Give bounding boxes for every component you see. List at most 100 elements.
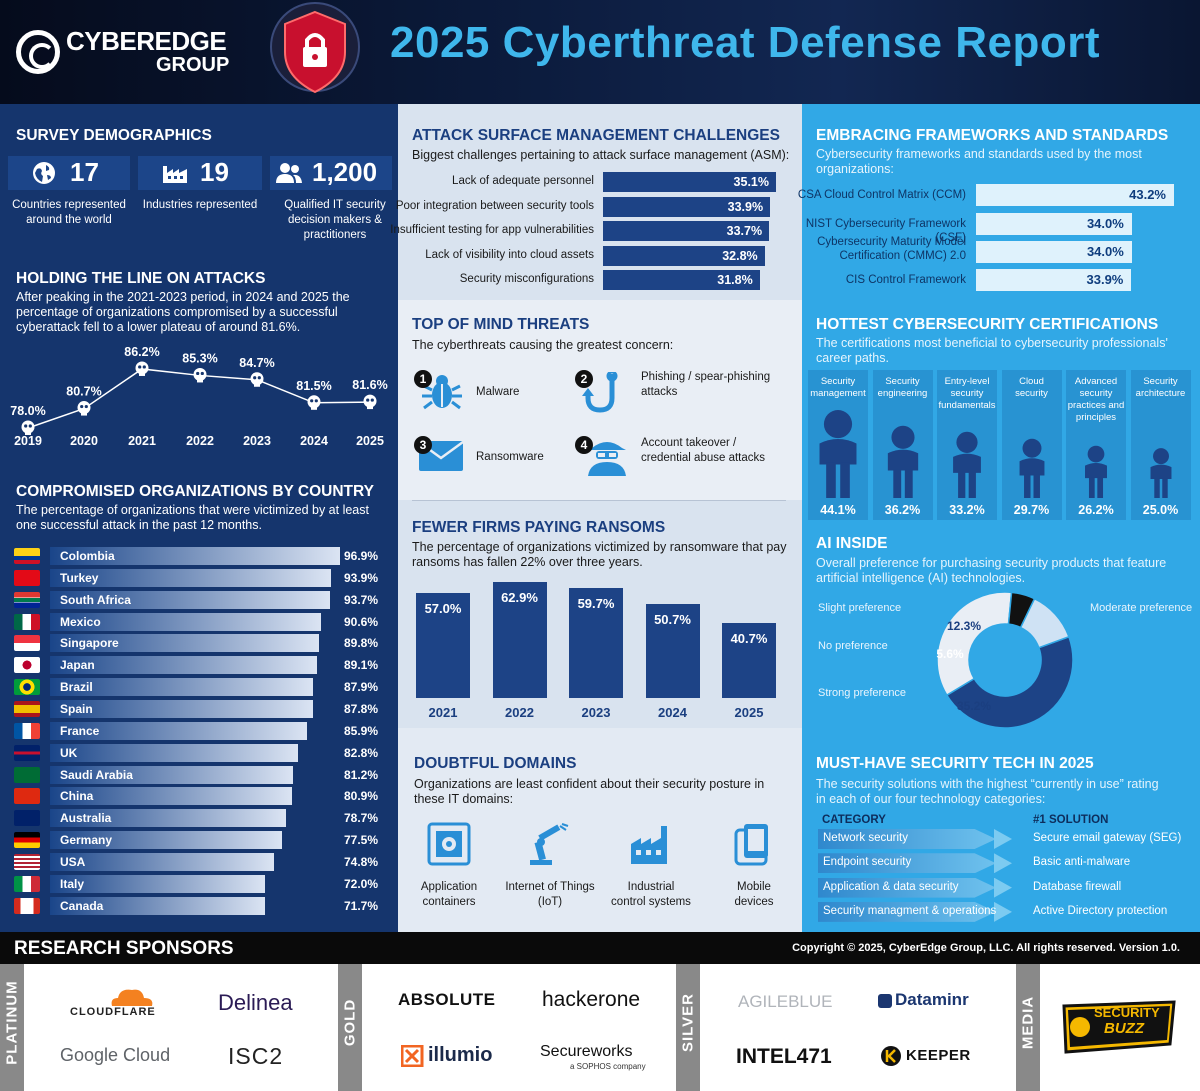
country-row: Australia 78.7%: [14, 808, 386, 828]
threats-title: TOP OF MIND THREATS: [412, 316, 590, 333]
attack-year-label: 2022: [186, 434, 214, 448]
person-icon: [887, 425, 918, 498]
copyright: Copyright © 2025, CyberEdge Group, LLC. …: [792, 942, 1180, 954]
framework-bar: 33.9%: [976, 269, 1132, 291]
attack-value-label: 81.5%: [296, 379, 331, 393]
ransom-year-label: 2023: [581, 705, 611, 720]
country-name: Saudi Arabia: [60, 767, 133, 782]
tier-media: MEDIA: [1016, 964, 1040, 1091]
country-name: Turkey: [60, 570, 99, 585]
logo-line1: CYBEREDGE: [66, 26, 227, 56]
country-row: Germany 77.5%: [14, 830, 386, 850]
attack-point-2019: [21, 420, 35, 435]
country-bar: [50, 590, 331, 609]
flag-brazil-icon: [14, 679, 40, 696]
domain-label-2-line2: (IoT): [537, 896, 563, 908]
attack-value-label: 80.7%: [66, 385, 101, 399]
asm-row: Lack of adequate personnel 35.1%: [400, 172, 800, 192]
domain-label-4-line1: Mobile devices: [734, 881, 774, 908]
country-name: China: [60, 789, 94, 804]
country-row: USA 74.8%: [14, 852, 386, 872]
cert-column: Security engineering 36.2%: [872, 370, 933, 520]
musthave-title: MUST-HAVE SECURITY TECH IN 2025: [816, 755, 1094, 772]
ai-title: AI INSIDE: [816, 535, 888, 552]
logo-delinea: Delinea: [218, 990, 293, 1015]
industrial-factory-icon: [631, 826, 667, 864]
country-bar: [50, 831, 282, 850]
attack-point-2020: [77, 401, 91, 416]
attack-point-2022: [193, 367, 207, 383]
country-value: 93.9%: [343, 570, 378, 585]
flag-usa-icon: [14, 853, 40, 870]
attack-point-2025: [363, 394, 377, 410]
people-icon: [276, 163, 302, 183]
framework-bar: 34.0%: [976, 213, 1132, 235]
country-name: Colombia: [60, 549, 115, 563]
sponsors-area: [0, 964, 1200, 1091]
musthave-row: Application & data security: [818, 877, 1028, 898]
country-name: Germany: [60, 833, 113, 848]
country-row: South Africa 93.7%: [14, 590, 386, 610]
cert-value: 44.1%: [820, 503, 856, 517]
domain-label-1-line1: Application: [420, 881, 478, 893]
flag-canada-icon: [14, 897, 40, 914]
country-value: 77.5%: [343, 833, 378, 848]
musthave-arrow: [818, 853, 996, 874]
ai-label-moderate: Moderate preference: [1090, 602, 1193, 614]
ransom-bar: 57.0%: [416, 592, 470, 698]
asm-row: Lack of visibility into cloud assets 32.8…: [400, 245, 800, 266]
flag-japan-icon: [14, 657, 40, 674]
country-bar: [50, 547, 340, 565]
country-bar: [50, 743, 298, 762]
country-name: Italy: [60, 876, 85, 891]
framework-label: CIS Control Framework: [845, 274, 966, 286]
country-row: Italy 72.0%: [14, 874, 386, 894]
logo-cloudflare: CLOUDFLARE: [70, 1006, 156, 1018]
country-value: 96.9%: [343, 549, 378, 563]
countries-text: The percentage of organizations that wer…: [16, 503, 369, 532]
musthave-arrow-tip: [994, 853, 1012, 874]
musthave-row: Security managment & operations: [818, 901, 1028, 922]
ai-label-slight: Slight preference: [818, 602, 902, 614]
ransom-bar: 62.9%: [492, 582, 547, 698]
musthave-solution: Active Directory protection: [1033, 904, 1168, 917]
ransom-title: FEWER FIRMS PAYING RANSOMS: [412, 519, 666, 536]
domain-label-3-line1: Industrial: [627, 881, 675, 893]
country-value: 87.9%: [343, 680, 378, 695]
logo-sophos-tagline: a SOPHOS company: [570, 1062, 646, 1071]
country-name: Japan: [60, 658, 95, 673]
person-icon: [819, 410, 857, 498]
logo-hackerone: hackerone: [542, 988, 641, 1011]
cert-label: Security management: [810, 376, 866, 399]
musthave-category: Endpoint security: [823, 856, 912, 869]
logo-keeper: KEEPER: [906, 1047, 971, 1064]
country-value: 90.6%: [343, 614, 378, 629]
country-row: Singapore 89.8%: [14, 633, 386, 653]
flag-turkey-icon: [14, 569, 40, 586]
keeper-mark-icon: [881, 1046, 901, 1066]
country-row: Canada 71.7%: [14, 896, 386, 916]
globe-icon: [33, 162, 55, 184]
musthave-col-category: CATEGORY: [822, 814, 886, 826]
musthave-solution: Secure email gateway (SEG): [1033, 832, 1182, 844]
country-bar: [50, 874, 266, 893]
donut-value-label: 5.6%: [936, 647, 964, 661]
cert-value: 29.7%: [1013, 503, 1050, 517]
logo-security-buzz-line2: BUZZ: [1104, 1020, 1144, 1037]
asm-text: Biggest challenges pertaining to attack …: [412, 148, 790, 162]
country-bar: [50, 678, 314, 697]
asm-bar: 32.8%: [603, 245, 765, 266]
country-name: USA: [60, 854, 86, 869]
domain-label-2: Internet of Things (IoT): [504, 880, 596, 910]
country-row: UK 82.8%: [14, 743, 386, 763]
security-buzz-badge-icon: [1062, 1000, 1176, 1054]
musthave-solution: Basic anti-malware: [1033, 856, 1131, 869]
logo-isc2: ISC2: [228, 1043, 284, 1069]
musthave-arrow: [818, 877, 996, 898]
header: CYBEREDGE GROUP 2025 Cyberthreat Defense…: [0, 0, 1200, 104]
flag-china-icon: [14, 788, 40, 805]
framework-bar: 43.2%: [976, 184, 1174, 206]
framework-row: CSA Cloud Control Matrix (CCM) 43.2%: [798, 184, 1200, 206]
countries-title: COMPROMISED ORGANIZATIONS BY COUNTRY: [16, 483, 374, 500]
flag-italy-icon: [14, 875, 40, 892]
